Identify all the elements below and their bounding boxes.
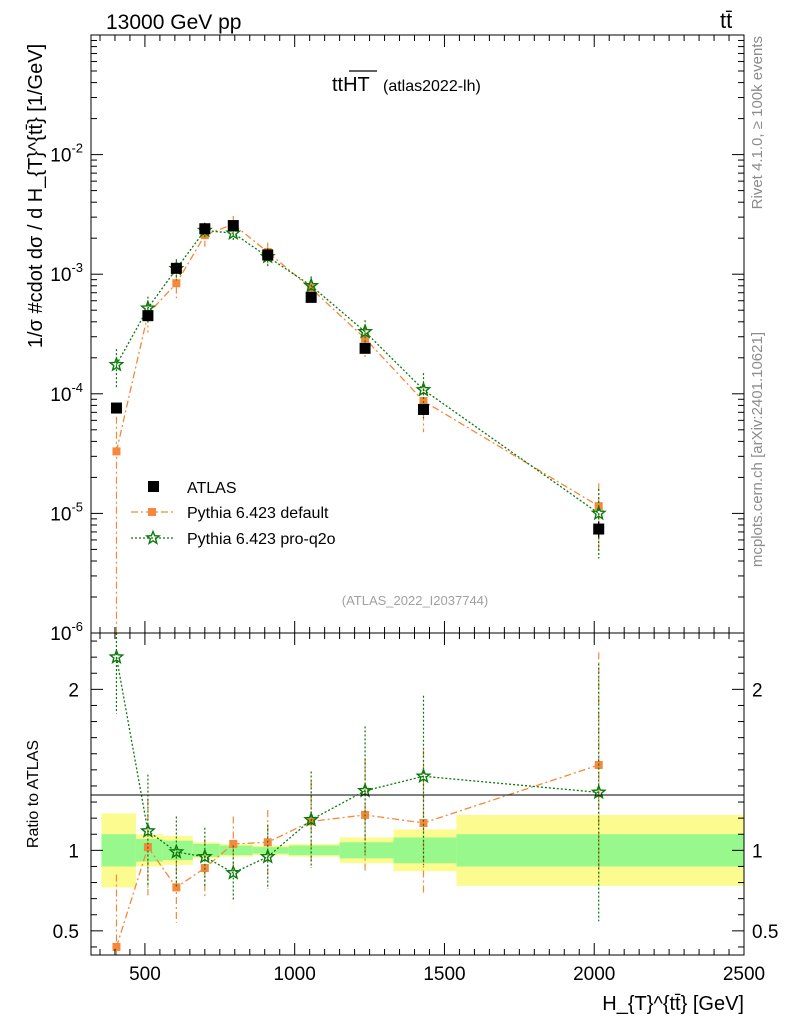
mcplots-credit-label: mcplots.cern.ch [arXiv:2401.10621] [749,332,766,567]
data-point [417,403,429,415]
ratio-tick-label: 0.5 [53,922,79,943]
axis-ticks [91,35,745,955]
chart-title-sub: (atlas2022-lh) [383,78,481,95]
ratio-point [419,818,428,827]
ratio-band-green [288,845,340,856]
data-point [112,447,121,456]
data-point [108,356,125,372]
ratio-point [108,648,125,664]
ratio-tick-label: 2 [68,680,79,701]
ratio-point [225,864,242,880]
ratio-uncertainty-bands [101,813,744,888]
ratio-tick-label-right: 0.5 [752,922,778,943]
rivet-version-label: Rivet 4.1.0, ≥ 100k events [749,36,766,209]
ratio-band-green [456,834,744,867]
ratio-point [112,942,121,951]
main-atlas-series [110,220,605,538]
data-point [142,310,154,322]
legend-pro-marker [144,529,162,545]
y-tick-label: 10-3 [50,260,83,286]
legend: ATLAS Pythia 6.423 default Pythia 6.423 … [131,480,336,548]
data-point [172,279,181,288]
ratio-point [139,822,156,838]
ratio-band-green [219,845,253,856]
ratio-axis-title: Ratio to ATLAS [25,740,42,848]
x-tick-label: 2500 [723,964,765,985]
data-point [590,504,607,521]
x-tick-label: 1500 [423,964,465,985]
x-tick-label: 2000 [573,964,615,985]
y-tick-label: 10-4 [50,380,83,406]
ratio-point [415,767,432,784]
data-point [305,291,317,303]
data-point [359,342,371,354]
ratio-point [259,848,276,864]
x-axis-title: H_{T}^{tt̄} [GeV] [602,993,744,1015]
series-line [115,229,600,514]
ratio-band-green [393,837,457,864]
y-tick-label: 10-6 [50,619,83,645]
ratio-point [168,843,185,859]
data-point [415,381,432,397]
legend-pro-label: Pythia 6.423 pro-q2o [187,531,336,548]
ratio-tick-label-right: 2 [752,680,763,701]
y-tick-label: 10-2 [50,141,83,167]
ratio-pythia-default-series [112,652,603,955]
process-label: tt̄ [720,8,732,33]
y-tick-label: 10-5 [50,499,83,525]
data-point [303,277,320,293]
ratio-tick-label-right: 1 [752,841,763,862]
ratio-point [172,883,181,892]
main-pythia-pro-q2o-series [108,222,607,559]
data-point [170,262,182,274]
ratio-panel-frame [90,632,745,956]
analysis-watermark: (ATLAS_2022_I2037744) [342,593,488,608]
legend-atlas-marker [148,481,159,492]
ratio-band-green [339,842,394,859]
data-point [419,397,428,406]
data-point [200,231,209,240]
chart-title-main: ttHT [332,74,370,96]
ratio-line [115,657,599,874]
data-point [262,249,274,261]
ratio-band-green [101,834,136,867]
legend-default-label: Pythia 6.423 default [187,505,329,522]
energy-label: 13000 GeV pp [106,11,241,34]
data-point [110,402,122,414]
series-line [115,223,600,507]
ratio-pythia-pro-q2o-series [108,633,607,922]
legend-atlas-label: ATLAS [187,480,237,497]
ratio-tick-label: 1 [68,841,79,862]
data-point [225,224,242,241]
ratio-point [303,811,320,827]
data-point [227,220,239,232]
y-axis-title: 1/σ #cdot dσ / d H_{T}^{tt̄} [1/GeV] [25,44,47,348]
axis-tick-labels: 500 1000 1500 2000 2500 10-6 10-5 10-4 10-3 10-2 0… [50,141,778,985]
data-point [593,523,605,535]
data-point [357,323,374,339]
ratio-point [357,782,374,798]
x-tick-label: 500 [129,964,161,985]
main-pythia-default-series [112,216,603,633]
legend-default-marker [148,508,156,516]
ratio-point [196,848,213,864]
ratio-band-green [252,847,289,854]
ratio-band-green [192,843,220,857]
ratio-point [229,839,238,848]
data-point [199,223,211,235]
ratio-line [115,764,599,948]
x-tick-label: 1000 [274,964,316,985]
data-point [361,334,370,343]
